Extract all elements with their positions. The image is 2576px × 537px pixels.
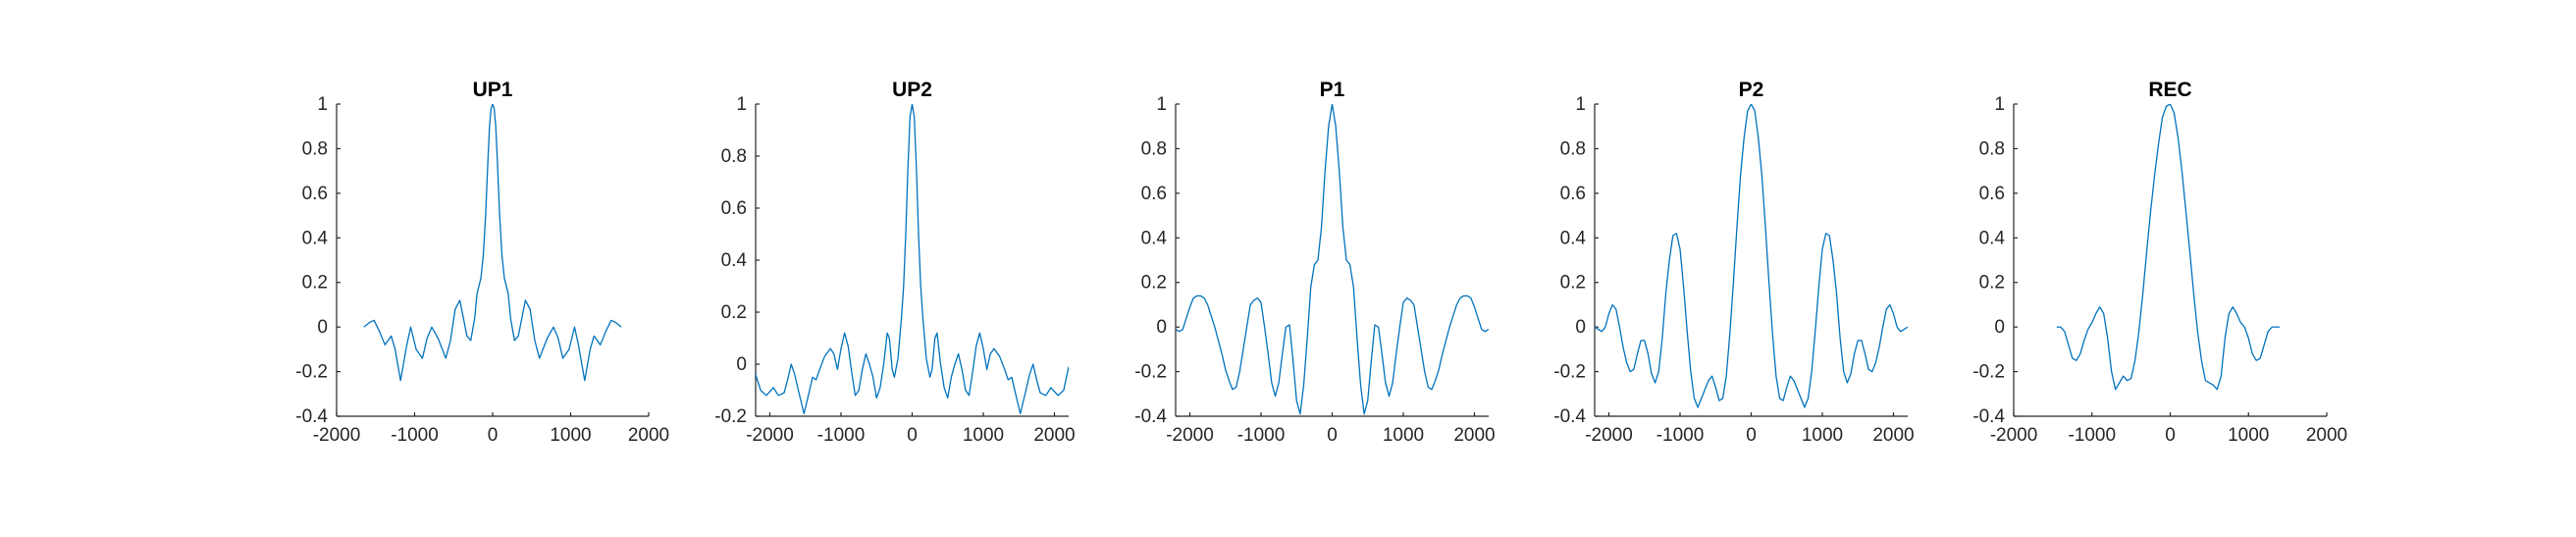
y-tick-label: 0.4 (1141, 228, 1168, 248)
y-tick-label: 0.6 (721, 198, 747, 219)
y-tick-label: 0.2 (302, 273, 328, 294)
x-tick-label: 1000 (2228, 425, 2269, 446)
y-tick-label: 0.4 (1560, 228, 1587, 248)
y-tick-label: 0.2 (721, 302, 747, 323)
y-tick-label: 0.4 (721, 250, 748, 271)
x-tick-label: -2000 (1585, 425, 1633, 446)
y-tick-label: 0.8 (302, 138, 328, 159)
y-tick-label: 1 (1156, 94, 1167, 115)
chart-panel-5: REC -0.4 -0.2 0 0.2 0.4 0.6 0.8 1 -2000 -1000 0 1000… (1972, 79, 2347, 446)
series-line (363, 104, 622, 382)
x-tick-label: 0 (488, 425, 499, 446)
x-tick-label: -2000 (313, 425, 361, 446)
x-tick-label: -1000 (1656, 425, 1705, 446)
x-tick-label: -1000 (2068, 425, 2116, 446)
chart-title: UP1 (473, 79, 513, 101)
y-tick-label: 0.8 (1979, 138, 2005, 159)
chart-panel-2: UP2 -0.2 0 0.2 0.4 0.6 0.8 1 -2000 -1000 0 1000 2000 (714, 79, 1075, 446)
y-tick-label: 0 (1575, 317, 1586, 338)
y-tick-label: 1 (1575, 94, 1586, 115)
x-tick-label: -2000 (746, 425, 794, 446)
y-tick-label: -0.2 (1134, 362, 1167, 383)
y-tick-label: 0 (1994, 317, 2005, 338)
x-tick-label: 1000 (1383, 425, 1424, 446)
y-tick-label: 0.2 (1141, 273, 1167, 294)
chart-panel-1: UP1 -0.4 -0.2 0 0.2 0.4 0.6 0.8 1 -2000 -1000 0 1000… (295, 79, 669, 446)
y-tick-label: 0.2 (1979, 273, 2005, 294)
x-tick-label: -2000 (1166, 425, 1214, 446)
x-tick-label: -2000 (1990, 425, 2038, 446)
y-tick-label: -0.2 (295, 362, 328, 383)
y-tick-label: 0.6 (1979, 184, 2005, 204)
y-tick-label: -0.2 (1972, 362, 2005, 383)
series-line (2056, 104, 2281, 391)
x-tick-label: 0 (1327, 425, 1338, 446)
x-tick-label: 2000 (1033, 425, 1075, 446)
x-tick-label: 0 (2165, 425, 2176, 446)
x-tick-label: 2000 (628, 425, 669, 446)
y-tick-label: 0.4 (302, 228, 329, 248)
x-tick-label: -1000 (817, 425, 866, 446)
y-tick-label: 1 (736, 94, 747, 115)
y-tick-label: -0.4 (1553, 406, 1586, 427)
y-tick-label: 0.8 (721, 146, 747, 167)
y-tick-label: -0.4 (295, 406, 328, 427)
y-tick-label: 0.8 (1560, 138, 1586, 159)
x-tick-label: 2000 (2306, 425, 2347, 446)
series-line (756, 104, 1069, 415)
y-tick-label: -0.4 (1972, 406, 2005, 427)
y-tick-label: 0.8 (1141, 138, 1167, 159)
chart-title: P1 (1320, 79, 1345, 101)
y-tick-label: -0.2 (1553, 362, 1586, 383)
x-tick-label: 1000 (963, 425, 1004, 446)
y-tick-label: 1 (317, 94, 328, 115)
y-tick-label: 0 (317, 317, 328, 338)
series-line (1595, 104, 1908, 408)
x-tick-label: 2000 (1872, 425, 1914, 446)
y-tick-label: 0.6 (1560, 184, 1586, 204)
chart-title: REC (2148, 79, 2191, 101)
y-tick-label: -0.4 (1134, 406, 1167, 427)
y-tick-label: 0.6 (1141, 184, 1167, 204)
x-tick-label: 1000 (1802, 425, 1843, 446)
chart-panel-4: P2 -0.4 -0.2 0 0.2 0.4 0.6 0.8 1 -2000 -1000 0 1000 2… (1553, 79, 1914, 446)
x-tick-label: 2000 (1453, 425, 1495, 446)
chart-title: P2 (1739, 79, 1764, 101)
x-tick-label: 0 (907, 425, 918, 446)
y-tick-label: 0.2 (1560, 273, 1586, 294)
y-tick-label: 0.4 (1979, 228, 2006, 248)
x-tick-label: -1000 (1237, 425, 1286, 446)
y-tick-label: 0 (1156, 317, 1167, 338)
y-tick-label: 0 (736, 354, 747, 375)
y-tick-label: 1 (1994, 94, 2005, 115)
y-tick-label: 0.6 (302, 184, 328, 204)
x-tick-label: 1000 (550, 425, 591, 446)
series-line (1176, 104, 1489, 415)
chart-title: UP2 (892, 79, 932, 101)
chart-panel-3: P1 -0.4 -0.2 0 0.2 0.4 0.6 0.8 1 -2000 -1000 0 1000 2… (1134, 79, 1495, 446)
y-tick-label: -0.2 (714, 406, 747, 427)
x-tick-label: 0 (1746, 425, 1757, 446)
x-tick-label: -1000 (391, 425, 439, 446)
